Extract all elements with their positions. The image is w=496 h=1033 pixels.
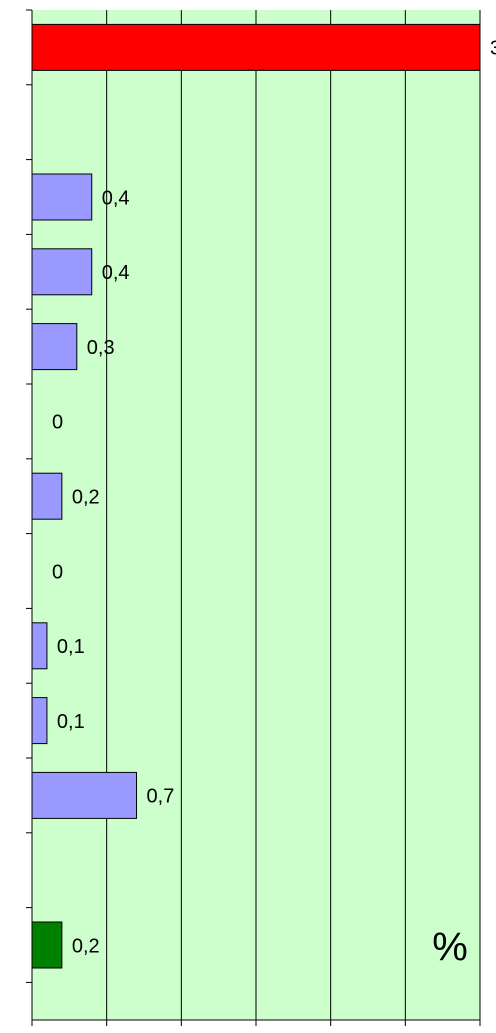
data-label: 0,4 <box>102 262 130 284</box>
bar <box>31 622 48 670</box>
data-label: 0,4 <box>102 187 130 209</box>
bar <box>31 771 138 819</box>
data-label: 0,7 <box>147 786 175 808</box>
bar <box>31 173 93 221</box>
bar <box>31 697 48 745</box>
unit-annotation: % <box>432 926 468 970</box>
data-label: 3 <box>490 38 496 60</box>
bar <box>31 248 93 296</box>
data-label: 0,2 <box>72 935 100 957</box>
bar <box>31 323 78 371</box>
data-label: 0 <box>52 561 63 583</box>
bar <box>31 921 63 969</box>
data-label: 0 <box>52 412 63 434</box>
data-label: 0,2 <box>72 486 100 508</box>
data-label: 0,1 <box>57 711 85 733</box>
bar <box>31 472 63 520</box>
bar <box>31 23 481 71</box>
data-label: 0,1 <box>57 636 85 658</box>
data-label: 0,3 <box>87 337 115 359</box>
